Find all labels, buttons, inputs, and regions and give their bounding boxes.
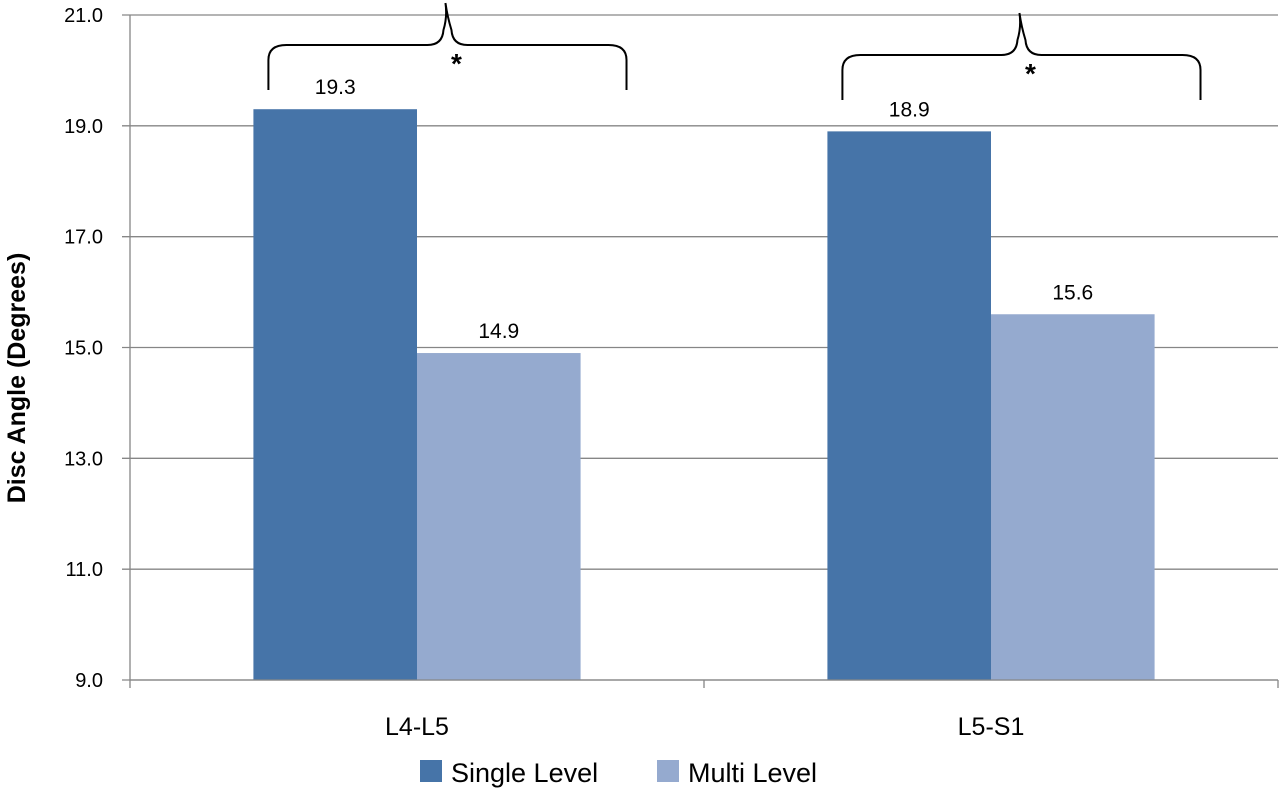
data-label: 18.9 bbox=[889, 98, 930, 121]
y-tick-label: 19.0 bbox=[64, 116, 103, 138]
y-tick-label: 17.0 bbox=[64, 227, 103, 249]
significance-bracket bbox=[267, 2, 628, 90]
x-category-labels: L4-L5 L5-S1 bbox=[385, 713, 1024, 741]
data-label: 15.6 bbox=[1052, 281, 1093, 304]
y-tick-label: 21.0 bbox=[64, 5, 103, 27]
significance-bracket bbox=[841, 12, 1202, 100]
significance-star: * bbox=[1025, 58, 1036, 89]
bar bbox=[253, 109, 417, 681]
legend-swatch bbox=[657, 760, 679, 782]
bars bbox=[253, 109, 1155, 681]
bar bbox=[417, 353, 581, 680]
y-tick-labels: 9.0 11.0 13.0 15.0 17.0 19.0 21.0 bbox=[64, 5, 103, 692]
legend-label: Multi Level bbox=[688, 758, 817, 788]
bar bbox=[827, 131, 991, 680]
data-labels: 19.3 14.9 18.9 15.6 bbox=[315, 76, 1093, 343]
y-tick-label: 13.0 bbox=[64, 448, 103, 470]
y-axis-title: Disc Angle (Degrees) bbox=[3, 253, 31, 504]
data-label: 14.9 bbox=[478, 320, 519, 343]
x-category-label: L4-L5 bbox=[385, 713, 449, 741]
data-label: 19.3 bbox=[315, 76, 356, 99]
legend: Single Level Multi Level bbox=[420, 758, 817, 788]
y-tick-label: 15.0 bbox=[64, 338, 103, 360]
y-tick-label: 11.0 bbox=[66, 559, 103, 581]
legend-label: Single Level bbox=[451, 758, 598, 788]
x-category-label: L5-S1 bbox=[958, 713, 1025, 741]
y-tick-label: 9.0 bbox=[75, 670, 103, 692]
axes bbox=[129, 15, 1279, 688]
legend-swatch bbox=[420, 760, 442, 782]
bar bbox=[991, 314, 1155, 680]
significance-star: * bbox=[451, 48, 462, 79]
significance-brackets: * * bbox=[267, 2, 1202, 100]
